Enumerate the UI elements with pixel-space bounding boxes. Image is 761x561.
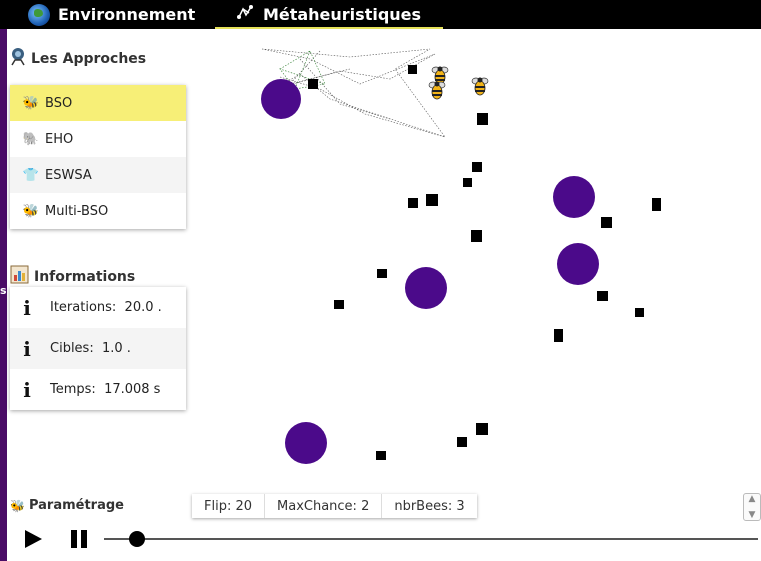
target-circle	[285, 422, 327, 464]
approach-item-eho[interactable]: 🐘 EHO	[22, 131, 74, 147]
parametrage-title: 🐝 Paramétrage	[10, 498, 124, 513]
param-nbrbees: nbrBees: 3	[394, 498, 465, 514]
param-flip: Flip: 20	[192, 494, 266, 518]
bee-icon: 🐝	[10, 498, 25, 513]
left-edge-strip	[0, 29, 7, 561]
targets	[261, 79, 599, 464]
play-button[interactable]	[25, 530, 42, 548]
network-icon	[236, 4, 255, 25]
informations-title: Informations	[10, 265, 135, 288]
bee-icon: 🐝	[22, 203, 40, 219]
top-tab-bar: Environnement Métaheuristiques	[0, 0, 761, 29]
approach-item-multi-bso[interactable]: 🐝 Multi-BSO	[22, 203, 109, 219]
robot-icon	[9, 47, 27, 71]
approach-item-bso[interactable]: 🐝 BSO	[10, 85, 186, 121]
chevron-down-icon[interactable]: ▼	[748, 510, 756, 520]
chevron-up-icon[interactable]: ▲	[748, 494, 756, 504]
approaches-list: 🐝 BSO 🐘 EHO 👕 ESWSA 🐝 Multi-BSO	[10, 85, 186, 229]
obstacles	[308, 65, 661, 460]
shirt-icon: 👕	[22, 167, 40, 183]
parameters-bar: Flip: 20 MaxChance: 2 nbrBees: 3	[192, 494, 477, 518]
info-item-iterations: i Iterations: 20.0 .	[23, 295, 162, 320]
bee-search-web	[279, 50, 326, 90]
target-circle	[553, 176, 595, 218]
info-item-temps: i Temps: 17.008 s	[23, 377, 161, 402]
globe-icon	[28, 3, 50, 26]
info-icon: i	[23, 377, 31, 402]
tab-environnement[interactable]: Environnement	[28, 0, 195, 29]
bee-icon	[471, 77, 489, 96]
param-maxchance: MaxChance: 2	[265, 494, 383, 518]
active-tab-indicator	[215, 27, 443, 29]
obstacle	[377, 269, 387, 278]
target-circle	[261, 79, 301, 119]
approaches-title: Les Approches	[9, 47, 146, 71]
obstacle	[463, 178, 472, 187]
info-icon: i	[23, 295, 31, 320]
left-edge-text: s	[0, 284, 7, 297]
obstacle	[601, 217, 612, 228]
obstacle	[408, 65, 417, 74]
elephant-icon: 🐘	[22, 131, 40, 147]
info-item-cibles: i Cibles: 1.0 .	[10, 328, 186, 369]
params-scroll-stepper[interactable]: ▲ ▼	[743, 493, 761, 521]
target-circle	[557, 243, 599, 285]
progress-slider-track[interactable]	[104, 538, 758, 540]
simulation-canvas[interactable]	[190, 29, 761, 489]
obstacle	[308, 79, 318, 89]
chart-icon	[10, 265, 29, 288]
obstacle	[652, 198, 661, 211]
bee-icon	[428, 81, 446, 100]
obstacle	[477, 113, 488, 125]
target-circle	[405, 267, 447, 309]
obstacle	[457, 437, 467, 447]
obstacle	[376, 451, 386, 460]
tab-environnement-label: Environnement	[58, 5, 196, 24]
obstacle	[635, 308, 644, 317]
obstacle	[408, 198, 418, 208]
info-icon: i	[23, 336, 31, 361]
bee-icon	[431, 66, 449, 85]
obstacle	[334, 300, 344, 309]
obstacle	[476, 423, 488, 435]
pause-button[interactable]	[70, 530, 88, 548]
informations-list: i Iterations: 20.0 . i Cibles: 1.0 . i T…	[10, 287, 186, 410]
obstacle	[554, 329, 563, 342]
tab-metaheuristiques[interactable]: Métaheuristiques	[215, 0, 443, 29]
obstacle	[472, 162, 482, 172]
tab-metaheuristiques-label: Métaheuristiques	[262, 5, 422, 24]
obstacle	[426, 194, 438, 206]
progress-slider-thumb[interactable]	[128, 531, 145, 547]
obstacle	[597, 291, 608, 301]
bee-icon: 🐝	[22, 95, 40, 111]
approach-item-eswsa[interactable]: 👕 ESWSA	[10, 157, 186, 193]
bees	[428, 66, 489, 100]
obstacle	[471, 230, 482, 242]
